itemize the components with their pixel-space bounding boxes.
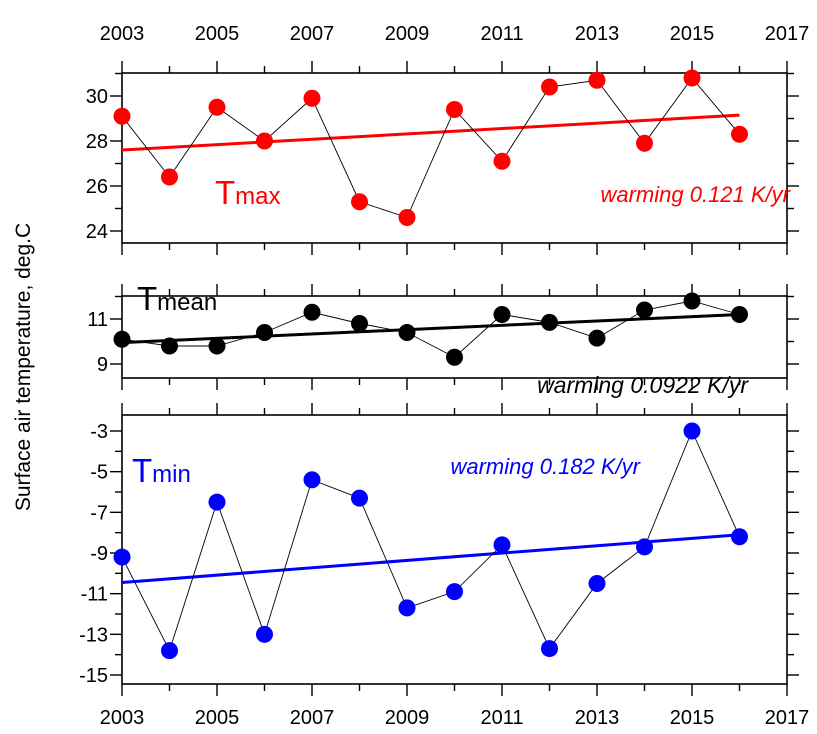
- x-tick-label-bottom: 2013: [575, 707, 620, 729]
- data-point: [541, 640, 558, 658]
- data-point: [636, 301, 653, 319]
- data-point: [446, 583, 463, 601]
- x-tick-label-bottom: 2009: [385, 707, 430, 729]
- x-tick-label-bottom: 2003: [100, 707, 145, 729]
- data-point: [113, 548, 131, 566]
- data-point: [588, 71, 606, 89]
- x-tick-label-top: 2007: [290, 23, 335, 45]
- data-point: [113, 107, 131, 125]
- x-axis-bottom: 2003 2005 2007 2009 2011 2013 2015 2017: [100, 707, 810, 729]
- series-label: Tmean: [137, 280, 217, 317]
- data-point: [588, 329, 606, 347]
- series-label: Tmax: [215, 174, 281, 211]
- trend-line: [121, 533, 740, 584]
- x-tick-label-top: 2011: [480, 23, 523, 45]
- series-line: [121, 429, 740, 652]
- data-point: [208, 337, 226, 355]
- data-point: [731, 528, 748, 546]
- data-point: [636, 538, 653, 556]
- data-point: [303, 89, 321, 107]
- data-point: [351, 315, 368, 332]
- y-tick-label: 24: [86, 221, 108, 243]
- y-tick-label: 9: [97, 354, 108, 376]
- data-point: [683, 292, 701, 310]
- x-tick-label-top: 2013: [575, 23, 620, 45]
- y-tick-label: -15: [79, 665, 108, 687]
- data-point: [493, 306, 511, 323]
- x-tick-label-bottom: 2007: [290, 707, 335, 729]
- trend-line: [121, 113, 740, 152]
- data-point: [256, 625, 273, 643]
- data-point: [398, 324, 416, 341]
- trend-annotation: warming 0.182 K/yr: [450, 454, 641, 479]
- trend-line: [121, 313, 740, 345]
- data-point: [303, 471, 321, 489]
- y-tick-label: 28: [86, 131, 108, 153]
- x-tick-label-top: 2005: [195, 23, 240, 45]
- x-tick-label-bottom: 2005: [195, 707, 240, 729]
- panel-tmax: 24 26 28 30 Tmax warming 0.121 K/yr: [86, 61, 799, 255]
- y-tick-label: -9: [90, 543, 108, 565]
- x-tick-label-top: 2003: [100, 23, 145, 45]
- data-point: [113, 330, 131, 348]
- y-tick-label: -3: [90, 421, 108, 443]
- panel-tmean: 9 11 Tmean warming 0.0922 K/yr: [87, 280, 799, 398]
- data-point: [541, 313, 558, 331]
- y-tick-label: 11: [87, 309, 108, 331]
- y-tick-label: 30: [86, 86, 108, 108]
- data-point: [161, 168, 178, 186]
- data-point: [398, 599, 416, 617]
- data-point: [683, 69, 701, 87]
- x-tick-label-top: 2017: [765, 23, 810, 45]
- x-axis-top: 2003 2005 2007 2009 2011 2013 2015 2017: [100, 23, 810, 45]
- data-point: [493, 536, 511, 554]
- data-point: [636, 134, 653, 152]
- data-point: [351, 489, 368, 507]
- data-point: [731, 125, 748, 143]
- data-point: [446, 101, 463, 118]
- data-point: [398, 209, 416, 226]
- data-point: [256, 324, 273, 341]
- x-tick-label-bottom: 2017: [765, 707, 810, 729]
- data-point: [446, 348, 463, 366]
- y-tick-label: -7: [90, 502, 108, 524]
- y-axis-label: Surface air temperature, deg.C: [12, 223, 35, 511]
- trend-annotation: warming 0.121 K/yr: [600, 182, 791, 207]
- panel-frame: [121, 72, 788, 244]
- trend-annotation: warming 0.0922 K/yr: [537, 372, 749, 398]
- y-tick-label: 26: [86, 176, 108, 198]
- y-tick-label: -5: [90, 462, 108, 484]
- y-tick-label: -11: [81, 584, 108, 606]
- data-point: [256, 132, 273, 150]
- data-point: [588, 575, 606, 592]
- x-tick-label-bottom: 2015: [670, 707, 715, 729]
- x-tick-label-bottom: 2011: [480, 707, 523, 729]
- x-tick-label-top: 2015: [670, 23, 715, 45]
- x-tick-label-top: 2009: [385, 23, 430, 45]
- data-point: [493, 152, 511, 170]
- panel-tmin: -15 -13 -11 -9 -7 -5 -3 Tmin warming 0.182 K/yr: [79, 403, 799, 696]
- y-tick-label: -13: [79, 624, 108, 646]
- data-point: [161, 642, 178, 660]
- data-point: [208, 493, 226, 511]
- data-point: [541, 78, 558, 96]
- data-point: [208, 98, 226, 116]
- panels: 24 26 28 30 Tmax warming 0.121 K/yr 9 11 Tmean wa…: [79, 61, 799, 696]
- data-point: [161, 337, 178, 355]
- data-point: [731, 306, 748, 323]
- data-point: [683, 422, 701, 440]
- data-point: [303, 303, 321, 321]
- series-line: [121, 77, 740, 219]
- data-point: [351, 193, 368, 211]
- series-label: Tmin: [132, 452, 191, 489]
